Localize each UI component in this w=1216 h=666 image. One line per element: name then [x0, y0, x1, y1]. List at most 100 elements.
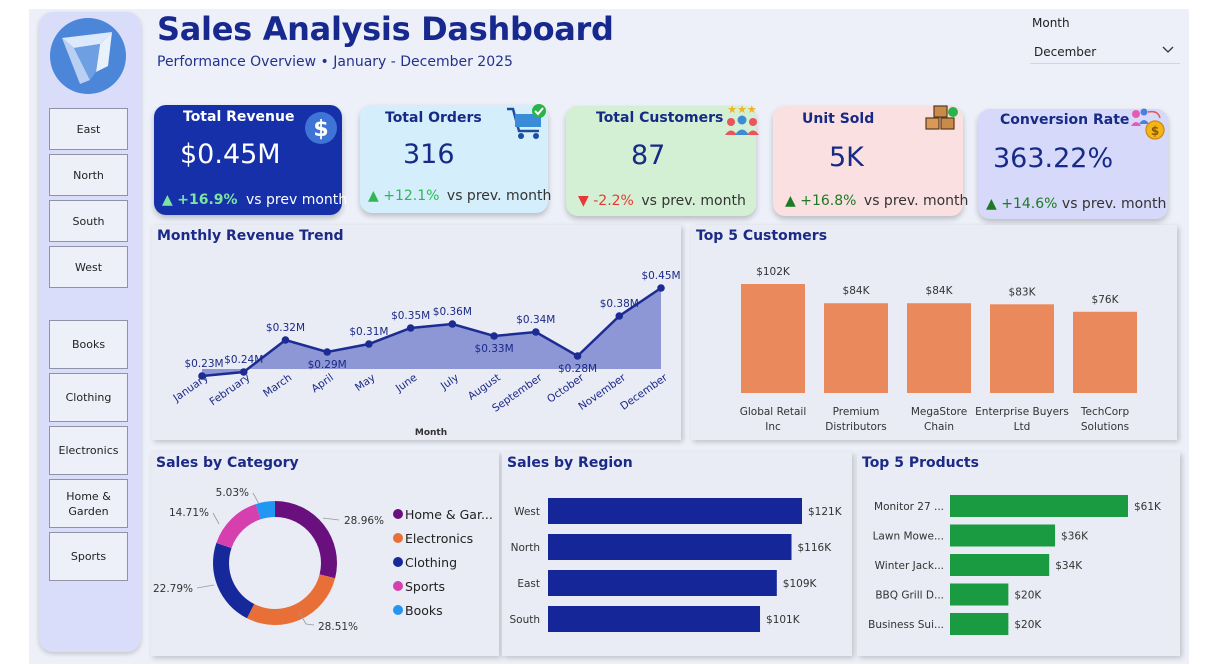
x-tick-label: Chain: [924, 421, 954, 433]
region-filter-south[interactable]: South: [49, 200, 128, 242]
kpi-card-total-orders: Total Orders 316 ▲ +12.1% vs prev. month: [360, 104, 551, 213]
customer-bar: [1073, 311, 1137, 393]
kpi-title: Total Revenue: [183, 109, 295, 125]
sales-by-region-chart: West $121K North $116K East $109K South $101K: [509, 498, 843, 632]
monthly-revenue-chart: $0.23M January $0.24M February $0.32M March $0…: [170, 270, 680, 438]
data-label: $0.33M: [475, 343, 514, 355]
category-slice: [213, 542, 255, 619]
x-tick-label: February: [207, 372, 252, 409]
category-filter-sports[interactable]: Sports: [49, 532, 128, 581]
conversion-icon: $: [1131, 108, 1165, 140]
data-label: $20K: [1014, 590, 1042, 602]
x-tick-label: Ltd: [1014, 421, 1031, 433]
logo: [50, 18, 126, 94]
region-filter-west[interactable]: West: [49, 246, 128, 288]
kpi-delta-value: +14.6%: [1001, 196, 1058, 212]
x-tick-label: Inc: [765, 421, 781, 433]
data-point: [573, 352, 582, 360]
month-filter-label: Month: [1032, 16, 1070, 30]
region-filter-east[interactable]: East: [49, 108, 128, 150]
category-slice: [255, 501, 275, 520]
data-label: $102K: [756, 266, 791, 278]
x-axis-label: Month: [415, 428, 447, 438]
x-tick-label: April: [309, 372, 336, 396]
region-bar: [548, 498, 802, 524]
y-tick-label: West: [514, 506, 540, 518]
x-tick-label: Premium: [833, 406, 880, 418]
product-bar: [950, 524, 1056, 547]
data-point: [323, 348, 331, 356]
sales-by-category-chart: 28.96% 28.51% 22.79% 14.71% 5.03% Home & Gar.…: [153, 487, 493, 633]
data-label: $0.34M: [516, 314, 555, 326]
data-label: $0.23M: [184, 358, 223, 370]
dollar-icon: $: [305, 112, 337, 144]
shopping-cart-icon: [507, 104, 546, 139]
slice-label: 28.96%: [344, 515, 384, 527]
data-point: [239, 368, 248, 376]
data-label: $0.38M: [600, 298, 639, 310]
svg-text:$: $: [1151, 124, 1159, 138]
kpi-value: $0.45M: [180, 139, 281, 170]
data-label: $0.31M: [349, 326, 388, 338]
data-label: $101K: [766, 614, 801, 626]
kpi-delta-suffix: vs prev. month: [446, 188, 552, 204]
category-filter-books[interactable]: Books: [49, 320, 128, 369]
up-arrow-icon: ▲: [162, 192, 173, 208]
legend-label: Home & Gar...: [405, 507, 493, 522]
data-point: [365, 340, 373, 348]
legend-marker: [393, 605, 403, 615]
month-dropdown[interactable]: December: [1030, 40, 1180, 64]
legend-label: Electronics: [405, 531, 473, 546]
data-point: [281, 336, 290, 344]
month-dropdown-value: December: [1034, 45, 1097, 59]
kpi-delta-suffix: vs prev month: [246, 192, 348, 208]
chevron-down-icon: [1162, 46, 1174, 53]
data-label: $83K: [1009, 286, 1037, 298]
region-filter-north[interactable]: North: [49, 154, 128, 196]
data-point: [490, 332, 498, 340]
x-tick-label: Solutions: [1081, 421, 1129, 433]
x-tick-label: December: [618, 371, 670, 412]
data-point: [448, 320, 457, 328]
product-bar: [950, 583, 1009, 606]
slice-label: 14.71%: [169, 507, 209, 519]
category-filter-home-garden[interactable]: Home & Garden: [49, 479, 128, 528]
panel-top-customers: Top 5 Customers $102K Global Retail Inc $84…: [691, 225, 1177, 440]
data-label: $20K: [1014, 619, 1042, 631]
legend-marker: [393, 533, 403, 543]
x-tick-label: Enterprise Buyers: [975, 406, 1069, 418]
x-tick-label: Global Retail: [740, 406, 807, 418]
kpi-title: Unit Sold: [802, 111, 875, 127]
data-label: $0.28M: [558, 363, 597, 375]
up-arrow-icon: ▲: [368, 188, 379, 204]
x-tick-label: January: [170, 372, 210, 405]
data-label: $61K: [1134, 501, 1162, 513]
category-filter-electronics[interactable]: Electronics: [49, 426, 128, 475]
data-label: $0.24M: [224, 354, 263, 366]
data-point: [198, 372, 206, 380]
kpi-title: Total Customers: [596, 110, 724, 126]
kpi-delta-value: +16.8%: [800, 193, 857, 209]
kpi-card-total-customers: Total Customers 87 ★★★ ▼ -2.2% vs prev. …: [566, 103, 759, 216]
data-label: $84K: [926, 285, 954, 297]
customer-bar: [824, 303, 888, 393]
x-tick-label: MegaStore: [911, 406, 967, 418]
data-label: $36K: [1061, 531, 1089, 543]
x-tick-label: Distributors: [825, 421, 886, 433]
category-filter-clothing[interactable]: Clothing: [49, 373, 128, 422]
x-tick-label: March: [261, 372, 294, 400]
up-arrow-icon: ▲: [986, 196, 997, 212]
legend-marker: [393, 557, 403, 567]
x-tick-label: July: [438, 372, 461, 393]
product-bar: [950, 613, 1009, 635]
category-slice: [216, 504, 261, 549]
y-tick-label: North: [511, 542, 540, 554]
leader-line: [298, 611, 315, 626]
data-point: [657, 284, 665, 292]
kpi-delta-value: +16.9%: [177, 192, 238, 208]
data-point: [615, 312, 624, 320]
panel-sales-by-category: Sales by Category 28.96% 28.51% 22.79% 14.7…: [151, 452, 499, 656]
kpi-value: 87: [631, 140, 666, 171]
customer-bar: [990, 304, 1054, 393]
data-point: [406, 324, 415, 332]
